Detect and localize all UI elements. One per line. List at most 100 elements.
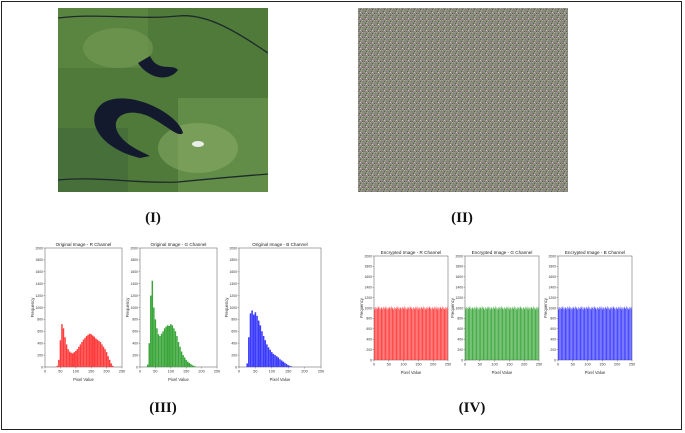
chart-2-bar — [287, 365, 289, 367]
chart-0-bar — [59, 340, 62, 367]
chart-1-bar — [173, 328, 175, 367]
chart-2-ylabel: Frequency — [224, 297, 229, 318]
chart-1-bar — [160, 333, 163, 367]
chart-4-xtick-label: 200 — [521, 363, 527, 367]
chart-1-bar — [168, 325, 170, 367]
histogram-encrypted-g: Encrypted Image - G Channel 0 200 400 600 800… — [450, 250, 542, 375]
chart-1-bar — [193, 365, 195, 367]
chart-1-bar — [151, 280, 154, 367]
histogram-encrypted-r: Encrypted Image - R Channel 0 200 400 600 800… — [359, 250, 451, 375]
chart-0-xtick-label: 0 — [44, 370, 46, 374]
chart-3-xtick-label: 150 — [415, 363, 421, 367]
chart-0-bar — [98, 340, 100, 367]
chart-1-bar — [166, 325, 169, 367]
chart-4-ytick-label: 1200 — [455, 296, 463, 300]
chart-0-bar — [75, 350, 77, 367]
chart-1-ytick-label: 0 — [136, 365, 138, 369]
chart-2-bar — [251, 310, 253, 367]
chart-1-bar — [183, 357, 186, 367]
chart-3-xtick-label: 250 — [445, 363, 451, 367]
chart-1-bar — [179, 346, 181, 367]
chart-2-bar — [272, 353, 275, 367]
terrain-patch — [158, 123, 238, 173]
chart-1-bar — [185, 359, 187, 367]
chart-2-bar — [269, 349, 271, 367]
chart-0-bar — [68, 351, 71, 367]
chart-3-ytick-label: 800 — [366, 317, 372, 321]
chart-4-ytick-label: 1400 — [455, 286, 463, 290]
chart-1-ylabel: Frequency — [125, 297, 130, 318]
chart-0-bar — [65, 344, 68, 367]
chart-2-ytick-label: 0 — [235, 365, 237, 369]
chart-1-title: Original Image - G Channel — [151, 242, 207, 247]
chart-2-xtick-label: 250 — [318, 370, 324, 374]
chart-4-xtick-label: 150 — [506, 363, 512, 367]
chart-0-bar — [101, 344, 103, 367]
chart-0-ytick-label: 1000 — [35, 306, 43, 310]
chart-1-xtick-label: 150 — [183, 370, 189, 374]
chart-1-bar — [150, 295, 152, 367]
chart-1-ytick-label: 2000 — [130, 246, 138, 250]
chart-0-bar — [62, 328, 65, 367]
chart-0-bar — [95, 338, 97, 367]
road-line — [58, 15, 268, 54]
chart-1-bar — [156, 328, 158, 367]
chart-1-bar — [176, 336, 178, 367]
histogram-original-g: Original Image - G Channel 0 200 400 600 800 1… — [125, 242, 220, 382]
chart-0-bar — [88, 333, 91, 367]
chart-2-plot-area — [238, 247, 322, 368]
chart-3-xtick-label: 0 — [373, 363, 375, 367]
chart-1-bar — [148, 343, 150, 367]
chart-2-ytick-label: 1600 — [229, 270, 237, 274]
chart-4-title: Encrypted Image - G Channel — [472, 250, 533, 255]
chart-5-ytick-label: 2000 — [548, 254, 556, 258]
chart-2-bar — [259, 325, 262, 367]
chart-1-bar — [171, 325, 174, 367]
chart-2-bar — [275, 356, 278, 367]
chart-4-ytick-label: 200 — [457, 348, 463, 352]
chart-5-ytick-label: 400 — [550, 338, 556, 342]
chart-1-bar — [170, 324, 172, 367]
chart-2-bar — [246, 363, 248, 367]
chart-4-ytick-label: 800 — [457, 317, 463, 321]
chart-2-ytick-label: 1200 — [229, 294, 237, 298]
chart-0-bar — [58, 359, 60, 367]
chart-4-ytick-label: 2000 — [455, 254, 463, 258]
panel-label-iv: (IV) — [458, 400, 486, 416]
chart-4-xtick-label: 0 — [464, 363, 466, 367]
chart-5-ytick-label: 1800 — [548, 265, 556, 269]
chart-0-ytick-label: 1200 — [35, 294, 43, 298]
chart-0-bar — [93, 336, 96, 367]
chart-2-bar — [248, 337, 250, 367]
chart-0-ytick-label: 1600 — [35, 270, 43, 274]
chart-0-bar — [61, 324, 63, 367]
chart-3-ytick-label: 0 — [370, 358, 372, 362]
chart-5-xtick-label: 150 — [599, 363, 605, 367]
chart-1-bar — [182, 355, 184, 367]
chart-0-bar — [90, 334, 92, 367]
noise-fill — [358, 8, 568, 192]
terrain-patch — [83, 28, 153, 68]
chart-0-ylabel: Frequency — [30, 297, 35, 318]
chart-3-ylabel: Frequency — [359, 297, 364, 318]
chart-2-bar — [266, 344, 268, 367]
chart-5-ytick-label: 1000 — [548, 306, 556, 310]
chart-2-ytick-label: 400 — [231, 342, 237, 346]
chart-1-ytick-label: 1200 — [130, 294, 138, 298]
chart-2-bar — [277, 357, 280, 367]
chart-5-xtick-label: 200 — [614, 363, 620, 367]
chart-1-xtick-label: 250 — [214, 370, 220, 374]
chart-3-xtick-label: 100 — [400, 363, 406, 367]
chart-1-ytick-label: 600 — [132, 330, 138, 334]
chart-2-bar — [256, 315, 258, 367]
chart-2-title: Original Image - B Channel — [252, 242, 307, 247]
chart-2-ytick-label: 800 — [231, 318, 237, 322]
chart-2-bar — [261, 331, 263, 367]
chart-0-bar — [87, 334, 89, 367]
chart-1-ytick-label: 1000 — [130, 306, 138, 310]
chart-1-ytick-label: 1600 — [130, 270, 138, 274]
chart-4-xtick-label: 50 — [478, 363, 482, 367]
chart-1-bar — [162, 331, 164, 367]
chart-0-title: Original Image - R Channel — [56, 242, 112, 247]
